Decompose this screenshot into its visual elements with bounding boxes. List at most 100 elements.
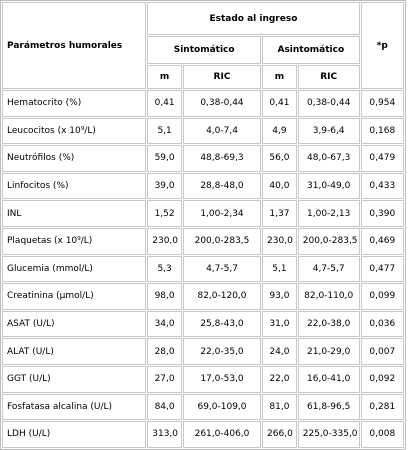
table-cell: Glucemia (mmol/L) bbox=[2, 255, 147, 283]
table-cell: 0,390 bbox=[360, 200, 404, 227]
table-cell: 5,3 bbox=[147, 255, 182, 283]
table-cell: 1,52 bbox=[147, 200, 182, 227]
table-cell: 28,8-48,0 bbox=[182, 172, 262, 200]
table-cell: 1,00-2,34 bbox=[182, 200, 262, 227]
table-cell: 200,0-283,5 bbox=[297, 227, 360, 255]
table-cell: 39,0 bbox=[147, 172, 182, 200]
table-cell: Creatinina (µmol/L) bbox=[2, 283, 147, 310]
table-row: Glucemia (mmol/L) 5,3 4,7-5,7 5,1 4,7-5,7 0,4… bbox=[2, 255, 404, 283]
table-cell: 230,0 bbox=[147, 227, 182, 255]
table-cell: INL bbox=[2, 200, 147, 227]
table-cell: 0,092 bbox=[360, 365, 404, 393]
table-cell: 266,0 bbox=[262, 421, 297, 448]
header-cell: *p bbox=[360, 2, 404, 89]
table-cell: 4,0-7,4 bbox=[182, 117, 262, 145]
table-cell: 17,0-53,0 bbox=[182, 365, 262, 393]
table-cell: 16,0-41,0 bbox=[297, 365, 360, 393]
table-cell: 5,1 bbox=[147, 117, 182, 145]
table-cell: 82,0-110,0 bbox=[297, 283, 360, 310]
table-row: Plaquetas (x 10⁹/L) 230,0 200,0-283,5 230,0… bbox=[2, 227, 404, 255]
table-cell: 0,479 bbox=[360, 145, 404, 172]
table-cell: 61,8-96,5 bbox=[297, 393, 360, 421]
table-cell: GGT (U/L) bbox=[2, 365, 147, 393]
table-cell: ALAT (U/L) bbox=[2, 338, 147, 365]
table-cell: 200,0-283,5 bbox=[182, 227, 262, 255]
table-cell: 0,281 bbox=[360, 393, 404, 421]
table-cell: 59,0 bbox=[147, 145, 182, 172]
table-cell: 98,0 bbox=[147, 283, 182, 310]
table-cell: 0,38-0,44 bbox=[297, 90, 360, 117]
table-cell: 4,9 bbox=[262, 117, 297, 145]
table-cell: 5,1 bbox=[262, 255, 297, 283]
table-cell: 1,37 bbox=[262, 200, 297, 227]
table-cell: Fosfatasa alcalina (U/L) bbox=[2, 393, 147, 421]
table-cell: 3,9-6,4 bbox=[297, 117, 360, 145]
table-cell: 69,0-109,0 bbox=[182, 393, 262, 421]
header-cell: m bbox=[147, 65, 182, 89]
table-cell: Hematocrito (%) bbox=[2, 90, 147, 117]
table-cell: 27,0 bbox=[147, 365, 182, 393]
table-cell: 0,036 bbox=[360, 310, 404, 338]
table-row: ASAT (U/L) 34,0 25,8-43,0 31,0 22,0-38,0 0,03… bbox=[2, 310, 404, 338]
table-cell: 48,0-67,3 bbox=[297, 145, 360, 172]
table-cell: 93,0 bbox=[262, 283, 297, 310]
table-row: Creatinina (µmol/L) 98,0 82,0-120,0 93,0 82,… bbox=[2, 283, 404, 310]
table-cell: 28,0 bbox=[147, 338, 182, 365]
header-cell: RIC bbox=[182, 65, 262, 89]
table-cell: 230,0 bbox=[262, 227, 297, 255]
table-cell: 0,38-0,44 bbox=[182, 90, 262, 117]
table-cell: 0,008 bbox=[360, 421, 404, 448]
table-cell: 225,0-335,0 bbox=[297, 421, 360, 448]
table-row: ALAT (U/L) 28,0 22,0-35,0 24,0 21,0-29,0 0,00… bbox=[2, 338, 404, 365]
table-cell: 313,0 bbox=[147, 421, 182, 448]
table-row: INL 1,52 1,00-2,34 1,37 1,00-2,13 0,390 bbox=[2, 200, 404, 227]
table-cell: 84,0 bbox=[147, 393, 182, 421]
table-row: Linfocitos (%) 39,0 28,8-48,0 40,0 31,0-49,0… bbox=[2, 172, 404, 200]
table-cell: 0,41 bbox=[262, 90, 297, 117]
table-cell: 1,00-2,13 bbox=[297, 200, 360, 227]
table-cell: 4,7-5,7 bbox=[297, 255, 360, 283]
table-cell: 22,0-38,0 bbox=[297, 310, 360, 338]
table-cell: 31,0-49,0 bbox=[297, 172, 360, 200]
table-cell: 0,168 bbox=[360, 117, 404, 145]
header-cell: Asintomático bbox=[262, 36, 360, 64]
table-row: LDH (U/L) 313,0 261,0-406,0 266,0 225,0-335,… bbox=[2, 421, 404, 448]
table-cell: 0,477 bbox=[360, 255, 404, 283]
table-cell: 4,7-5,7 bbox=[182, 255, 262, 283]
header-cell: Estado al ingreso bbox=[147, 2, 360, 35]
table-row: Neutrófilos (%) 59,0 48,8-69,3 56,0 48,0-67,… bbox=[2, 145, 404, 172]
table-cell: 0,469 bbox=[360, 227, 404, 255]
table-cell: 0,41 bbox=[147, 90, 182, 117]
table-cell: 21,0-29,0 bbox=[297, 338, 360, 365]
header-cell: Parámetros humorales bbox=[2, 2, 147, 89]
header-cell: Sintomático bbox=[147, 36, 262, 64]
table-cell: 22,0-35,0 bbox=[182, 338, 262, 365]
table-cell: 81,0 bbox=[262, 393, 297, 421]
table-cell: 0,433 bbox=[360, 172, 404, 200]
table-cell: Linfocitos (%) bbox=[2, 172, 147, 200]
table-cell: 31,0 bbox=[262, 310, 297, 338]
table-row: Fosfatasa alcalina (U/L) 84,0 69,0-109,0 81… bbox=[2, 393, 404, 421]
table-cell: 56,0 bbox=[262, 145, 297, 172]
table-row: Hematocrito (%) 0,41 0,38-0,44 0,41 0,38-0,4… bbox=[2, 90, 404, 117]
table-cell: ASAT (U/L) bbox=[2, 310, 147, 338]
table-cell: Plaquetas (x 10⁹/L) bbox=[2, 227, 147, 255]
table-cell: 24,0 bbox=[262, 338, 297, 365]
table-cell: 48,8-69,3 bbox=[182, 145, 262, 172]
table-cell: 22,0 bbox=[262, 365, 297, 393]
table-cell: 0,007 bbox=[360, 338, 404, 365]
header-cell: m bbox=[262, 65, 297, 89]
table-cell: Leucocitos (x 10⁹/L) bbox=[2, 117, 147, 145]
table-cell: 82,0-120,0 bbox=[182, 283, 262, 310]
header-cell: RIC bbox=[297, 65, 360, 89]
table-cell: LDH (U/L) bbox=[2, 421, 147, 448]
table-cell: Neutrófilos (%) bbox=[2, 145, 147, 172]
table-cell: 0,954 bbox=[360, 90, 404, 117]
table-cell: 40,0 bbox=[262, 172, 297, 200]
table-row: GGT (U/L) 27,0 17,0-53,0 22,0 16,0-41,0 0,092 bbox=[2, 365, 404, 393]
table-cell: 34,0 bbox=[147, 310, 182, 338]
table-cell: 0,099 bbox=[360, 283, 404, 310]
table-cell: 261,0-406,0 bbox=[182, 421, 262, 448]
table-row: Leucocitos (x 10⁹/L) 5,1 4,0-7,4 4,9 3,9-6,4… bbox=[2, 117, 404, 145]
